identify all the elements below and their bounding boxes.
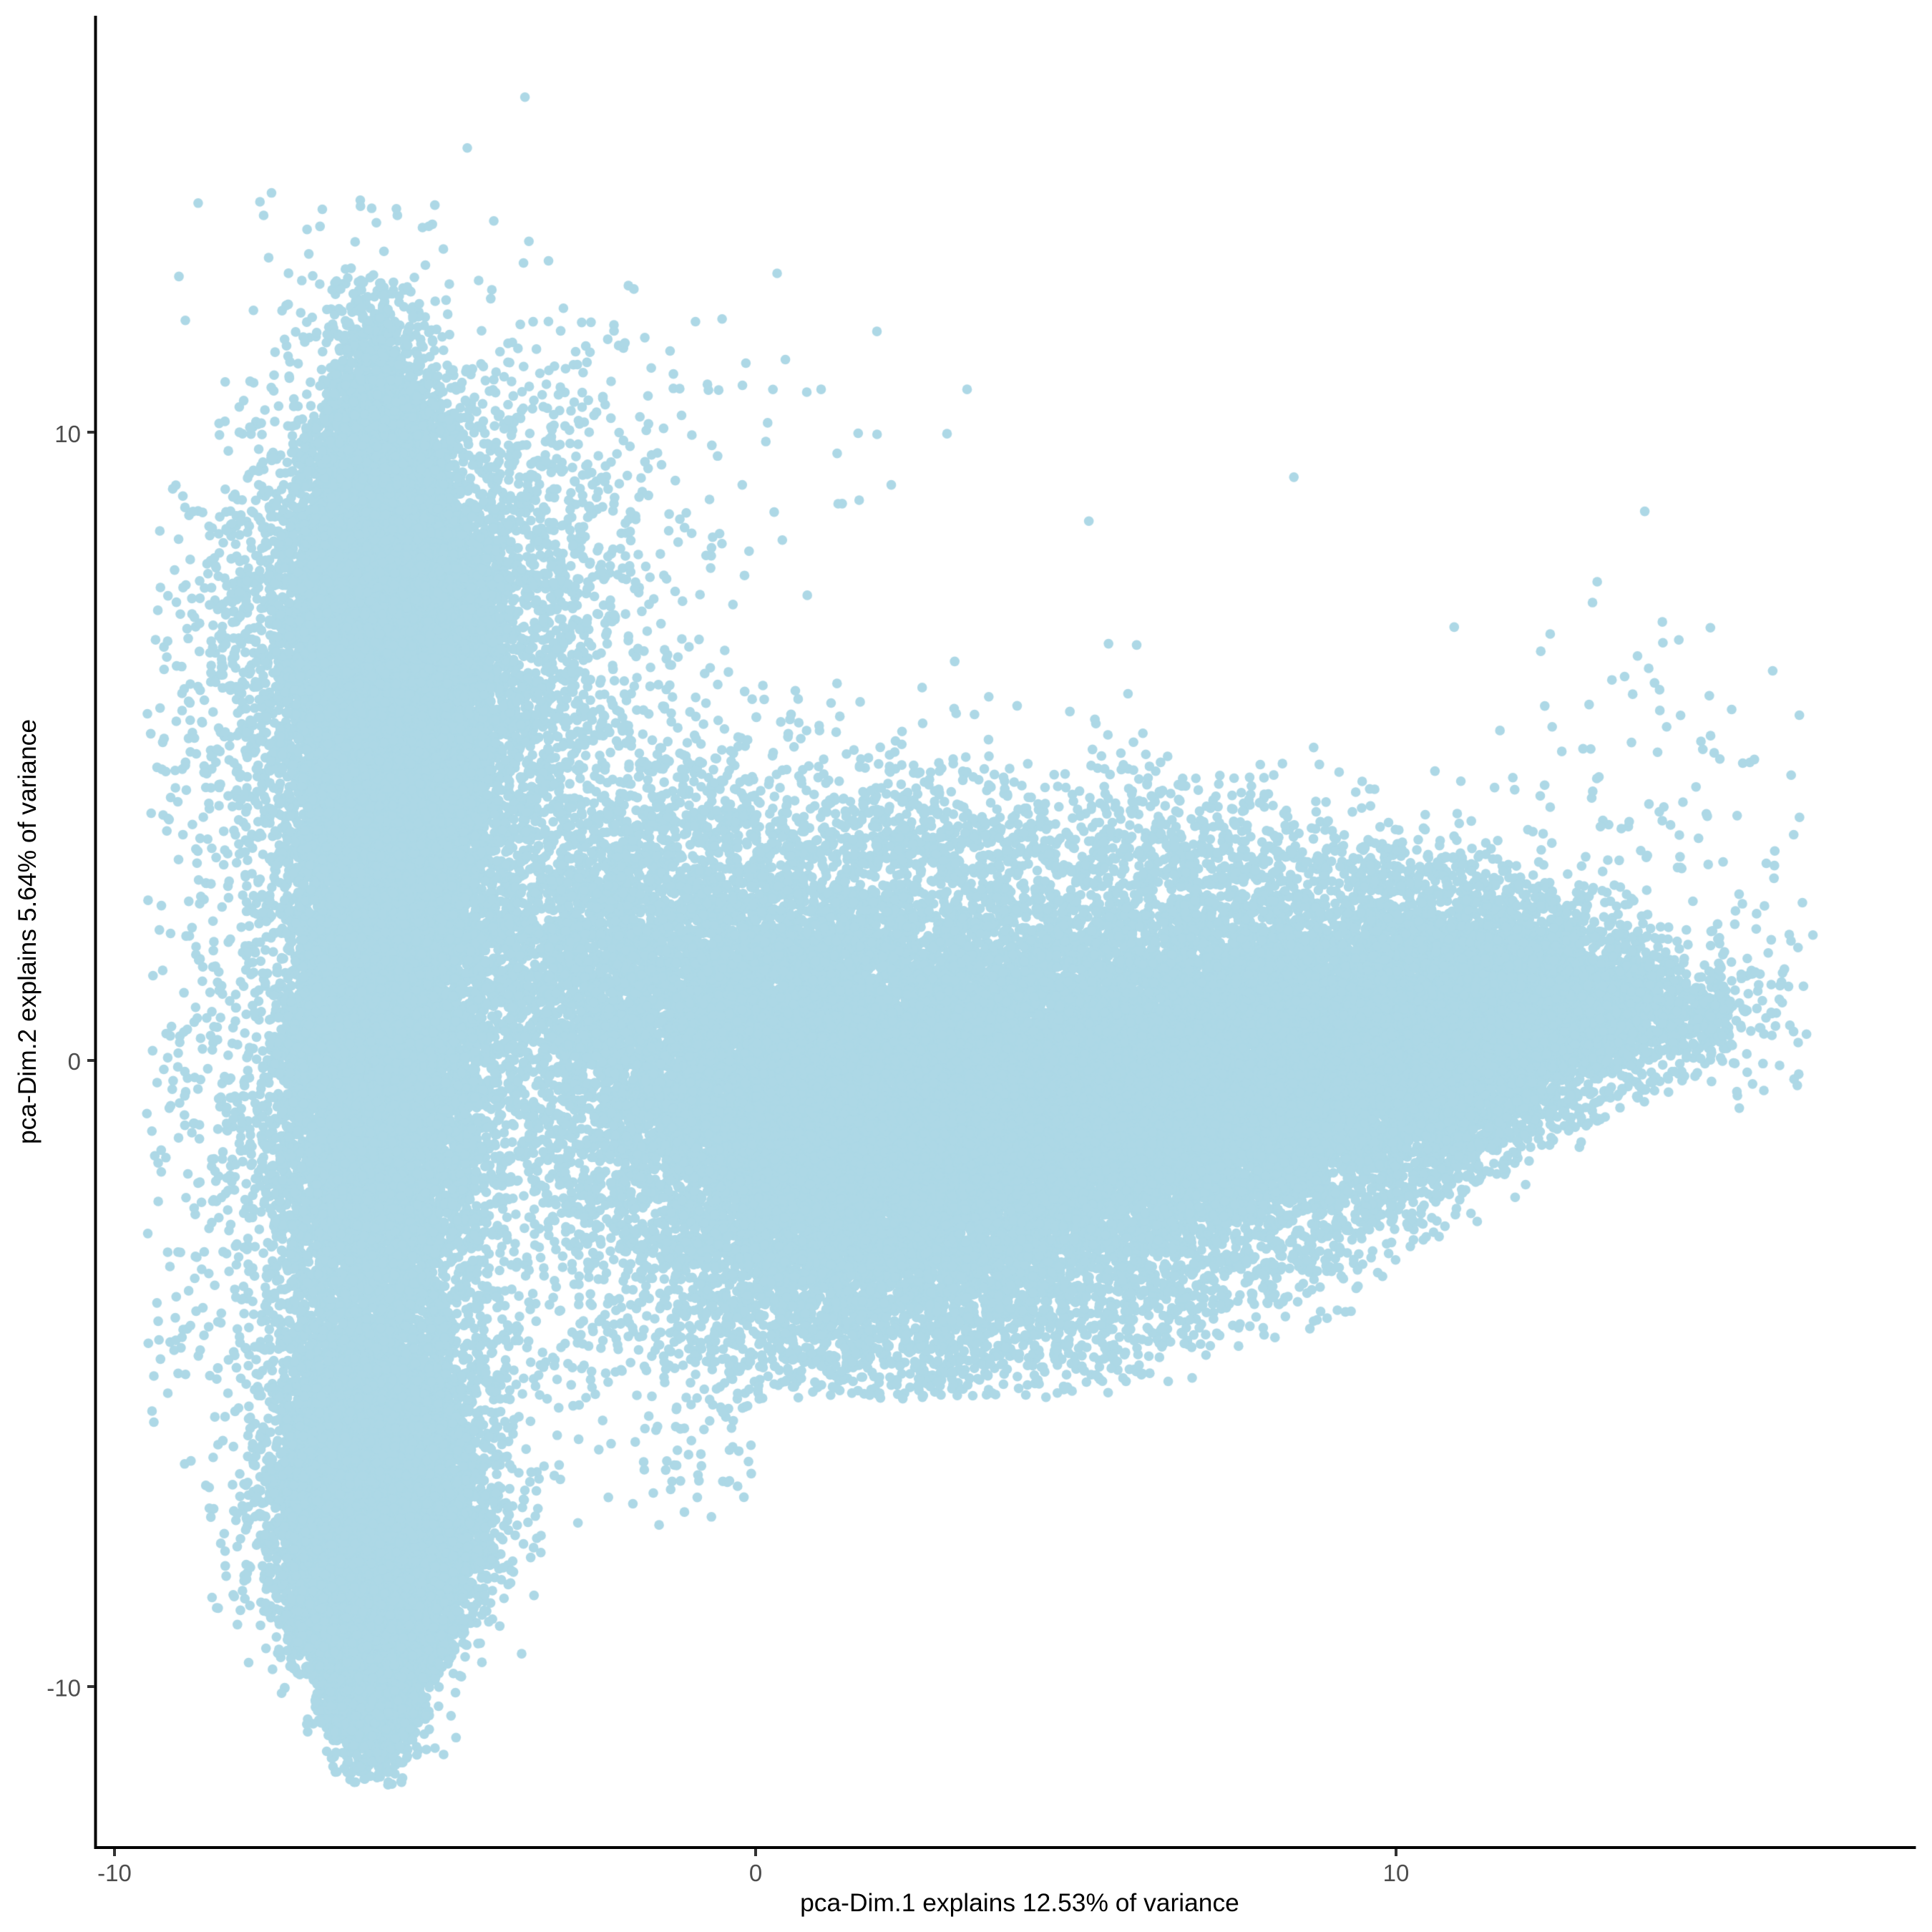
svg-text:0: 0 [749,1860,762,1886]
svg-text:-10: -10 [97,1860,132,1886]
svg-text:10: 10 [1383,1860,1410,1886]
svg-text:pca-Dim.1 explains 12.53% of v: pca-Dim.1 explains 12.53% of variance [800,1888,1239,1917]
svg-text:10: 10 [54,421,81,447]
svg-text:-10: -10 [47,1675,81,1702]
svg-text:0: 0 [68,1048,81,1075]
svg-text:pca-Dim.2 explains 5.64% of va: pca-Dim.2 explains 5.64% of variance [13,719,42,1144]
